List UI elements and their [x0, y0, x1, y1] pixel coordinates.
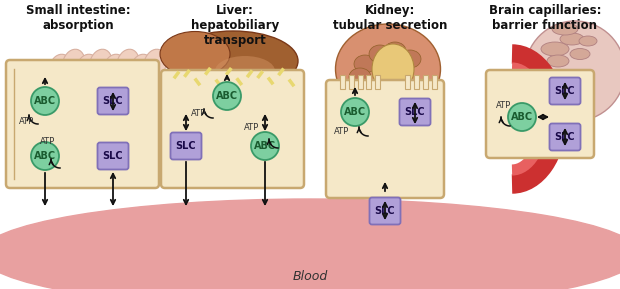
Circle shape — [213, 82, 241, 110]
Ellipse shape — [61, 65, 81, 93]
Ellipse shape — [168, 31, 298, 91]
Text: Kidney:
tubular secretion: Kidney: tubular secretion — [333, 4, 447, 32]
FancyBboxPatch shape — [370, 197, 401, 225]
Text: ABC: ABC — [216, 91, 238, 101]
Ellipse shape — [89, 49, 112, 79]
Circle shape — [508, 103, 536, 131]
Ellipse shape — [579, 36, 597, 46]
Circle shape — [341, 98, 369, 126]
Text: ABC: ABC — [344, 107, 366, 117]
Ellipse shape — [570, 49, 590, 60]
Circle shape — [31, 142, 59, 170]
Ellipse shape — [108, 65, 128, 93]
Ellipse shape — [140, 65, 160, 93]
FancyBboxPatch shape — [549, 123, 580, 151]
Ellipse shape — [354, 55, 376, 73]
Bar — [358, 75, 363, 89]
FancyBboxPatch shape — [170, 132, 202, 160]
Text: ATP: ATP — [497, 101, 511, 110]
FancyBboxPatch shape — [97, 88, 128, 114]
Bar — [432, 75, 437, 89]
FancyArrowPatch shape — [356, 92, 369, 121]
Text: ATP: ATP — [244, 123, 260, 132]
Text: SLC: SLC — [103, 151, 123, 161]
Circle shape — [31, 87, 59, 115]
FancyBboxPatch shape — [6, 60, 159, 188]
Text: ATP: ATP — [19, 118, 35, 127]
Bar — [375, 75, 380, 89]
Ellipse shape — [144, 49, 166, 79]
Ellipse shape — [552, 23, 578, 35]
FancyBboxPatch shape — [326, 80, 444, 198]
Ellipse shape — [372, 44, 414, 94]
Ellipse shape — [130, 54, 153, 84]
Ellipse shape — [0, 199, 620, 289]
Text: ABC: ABC — [34, 96, 56, 106]
Ellipse shape — [160, 32, 230, 77]
Text: Liver:
hepatobiliary
transport: Liver: hepatobiliary transport — [191, 4, 279, 47]
Text: SLC: SLC — [555, 132, 575, 142]
Ellipse shape — [215, 56, 275, 86]
Ellipse shape — [547, 55, 569, 67]
Circle shape — [251, 132, 279, 160]
Text: ABC: ABC — [34, 151, 56, 161]
Ellipse shape — [45, 65, 65, 93]
Bar — [348, 75, 354, 89]
Ellipse shape — [399, 50, 421, 68]
Text: ATP: ATP — [40, 136, 56, 145]
Bar — [405, 75, 410, 89]
Text: Blood: Blood — [293, 271, 327, 284]
Text: SLC: SLC — [103, 96, 123, 106]
Text: ATP: ATP — [192, 110, 206, 118]
FancyBboxPatch shape — [399, 99, 430, 125]
Ellipse shape — [92, 65, 113, 93]
Ellipse shape — [76, 65, 97, 93]
Ellipse shape — [349, 68, 371, 86]
Text: Brain capillaries:
barrier function: Brain capillaries: barrier function — [489, 4, 601, 32]
Ellipse shape — [389, 65, 411, 83]
Text: ABC: ABC — [254, 141, 276, 151]
Bar — [340, 75, 345, 89]
Ellipse shape — [560, 33, 584, 45]
Ellipse shape — [335, 24, 440, 114]
FancyBboxPatch shape — [97, 142, 128, 170]
Text: ATP: ATP — [334, 127, 350, 136]
FancyBboxPatch shape — [486, 70, 594, 158]
FancyBboxPatch shape — [161, 70, 304, 188]
Ellipse shape — [525, 21, 620, 121]
Text: Small intestine:
absorption: Small intestine: absorption — [25, 4, 130, 32]
Ellipse shape — [103, 54, 126, 84]
Ellipse shape — [541, 42, 569, 56]
Text: SLC: SLC — [374, 206, 396, 216]
Bar — [414, 75, 419, 89]
Text: ABC: ABC — [511, 112, 533, 122]
Ellipse shape — [124, 65, 144, 93]
Ellipse shape — [117, 49, 139, 79]
Text: SLC: SLC — [175, 141, 197, 151]
FancyBboxPatch shape — [549, 77, 580, 105]
Ellipse shape — [76, 54, 99, 84]
Text: SLC: SLC — [555, 86, 575, 96]
Ellipse shape — [384, 42, 406, 60]
Ellipse shape — [369, 45, 391, 63]
Ellipse shape — [49, 54, 71, 84]
Bar — [366, 75, 371, 89]
Text: SLC: SLC — [405, 107, 425, 117]
Bar — [423, 75, 428, 89]
Ellipse shape — [62, 49, 85, 79]
